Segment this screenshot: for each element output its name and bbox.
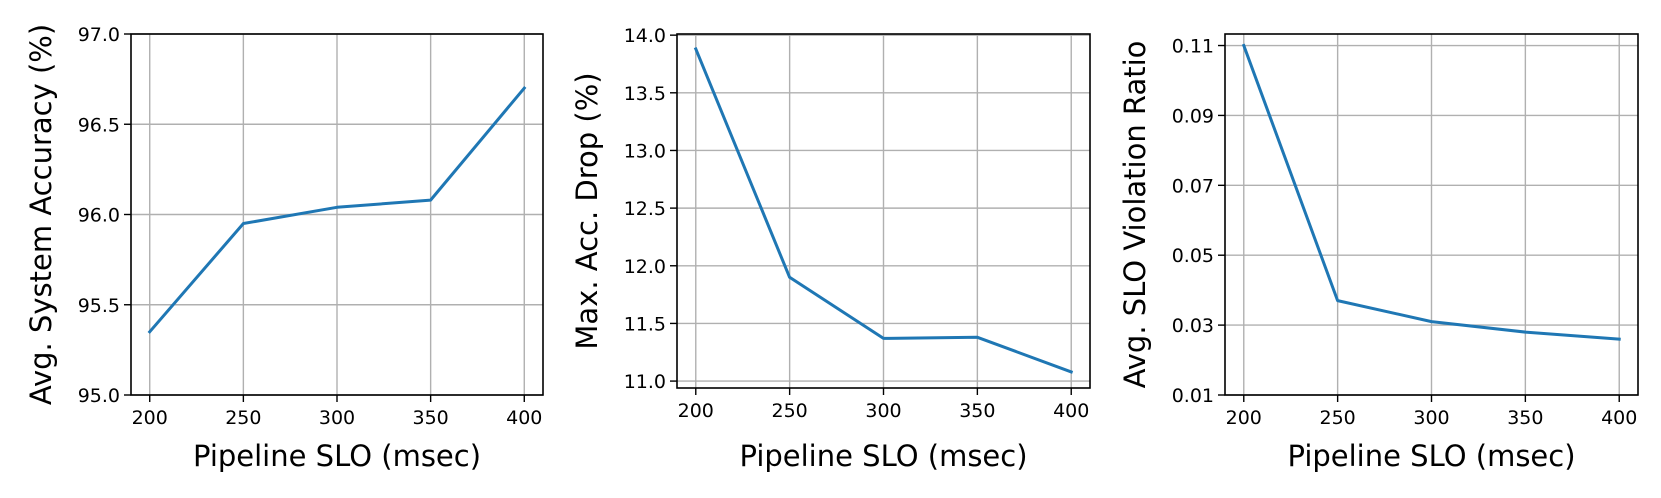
y-tick-label: 0.11 — [1172, 36, 1214, 58]
y-tick-label: 0.09 — [1172, 105, 1214, 127]
y-tick-label: 0.07 — [1172, 175, 1214, 197]
x-tick-label: 300 — [1413, 407, 1449, 429]
panel-slo-violation: 200 250 300 350 400 0.01 0.03 0.05 0.07 0.09 0.11 P… — [1118, 33, 1639, 473]
y-tick-label: 11.5 — [624, 313, 666, 335]
x-tick-label: 350 — [413, 407, 449, 429]
x-tick-label: 350 — [959, 400, 995, 422]
x-tick-label: 400 — [1053, 400, 1089, 422]
x-tick-label: 250 — [225, 407, 261, 429]
x-tick-label: 200 — [678, 400, 714, 422]
x-tick-label: 400 — [506, 407, 542, 429]
x-axis-title: Pipeline SLO (msec) — [193, 439, 481, 473]
x-tick-label: 200 — [132, 407, 168, 429]
x-tick-label: 350 — [1507, 407, 1543, 429]
y-tick-label: 96.0 — [78, 205, 120, 227]
y-tick-label: 96.5 — [78, 114, 120, 136]
y-axis-title: Max. Acc. Drop (%) — [570, 72, 604, 349]
y-tick-label: 0.05 — [1172, 245, 1214, 267]
y-tick-label: 12.0 — [624, 256, 666, 278]
panel-accuracy: 200 250 300 350 400 95.0 95.5 96.0 96.5 97.0 Pipel… — [24, 24, 544, 473]
y-tick-label: 13.0 — [624, 140, 666, 162]
x-axis-title: Pipeline SLO (msec) — [739, 439, 1027, 473]
y-tick-label: 11.0 — [624, 371, 666, 393]
y-axis-title: Avg. SLO Violation Ratio — [1118, 41, 1152, 389]
x-tick-label: 300 — [865, 400, 901, 422]
x-tick-label: 250 — [772, 400, 808, 422]
y-tick-label: 97.0 — [78, 24, 120, 46]
x-axis-title: Pipeline SLO (msec) — [1287, 439, 1575, 473]
y-axis-title: Avg. System Accuracy (%) — [24, 24, 58, 405]
x-tick-label: 250 — [1320, 407, 1356, 429]
y-tick-label: 0.03 — [1172, 315, 1214, 337]
y-tick-label: 95.5 — [78, 295, 120, 317]
y-tick-label: 13.5 — [624, 83, 666, 105]
y-tick-label: 12.5 — [624, 198, 666, 220]
x-tick-label: 400 — [1601, 407, 1637, 429]
x-tick-label: 200 — [1226, 407, 1262, 429]
y-tick-label: 14.0 — [624, 25, 666, 47]
panel-accuracy-drop: 200 250 300 350 400 11.0 11.5 12.0 12.5 13.0 13.5 1… — [570, 25, 1091, 473]
y-tick-label: 95.0 — [78, 385, 120, 407]
x-tick-label: 300 — [319, 407, 355, 429]
y-tick-label: 0.01 — [1172, 385, 1214, 407]
